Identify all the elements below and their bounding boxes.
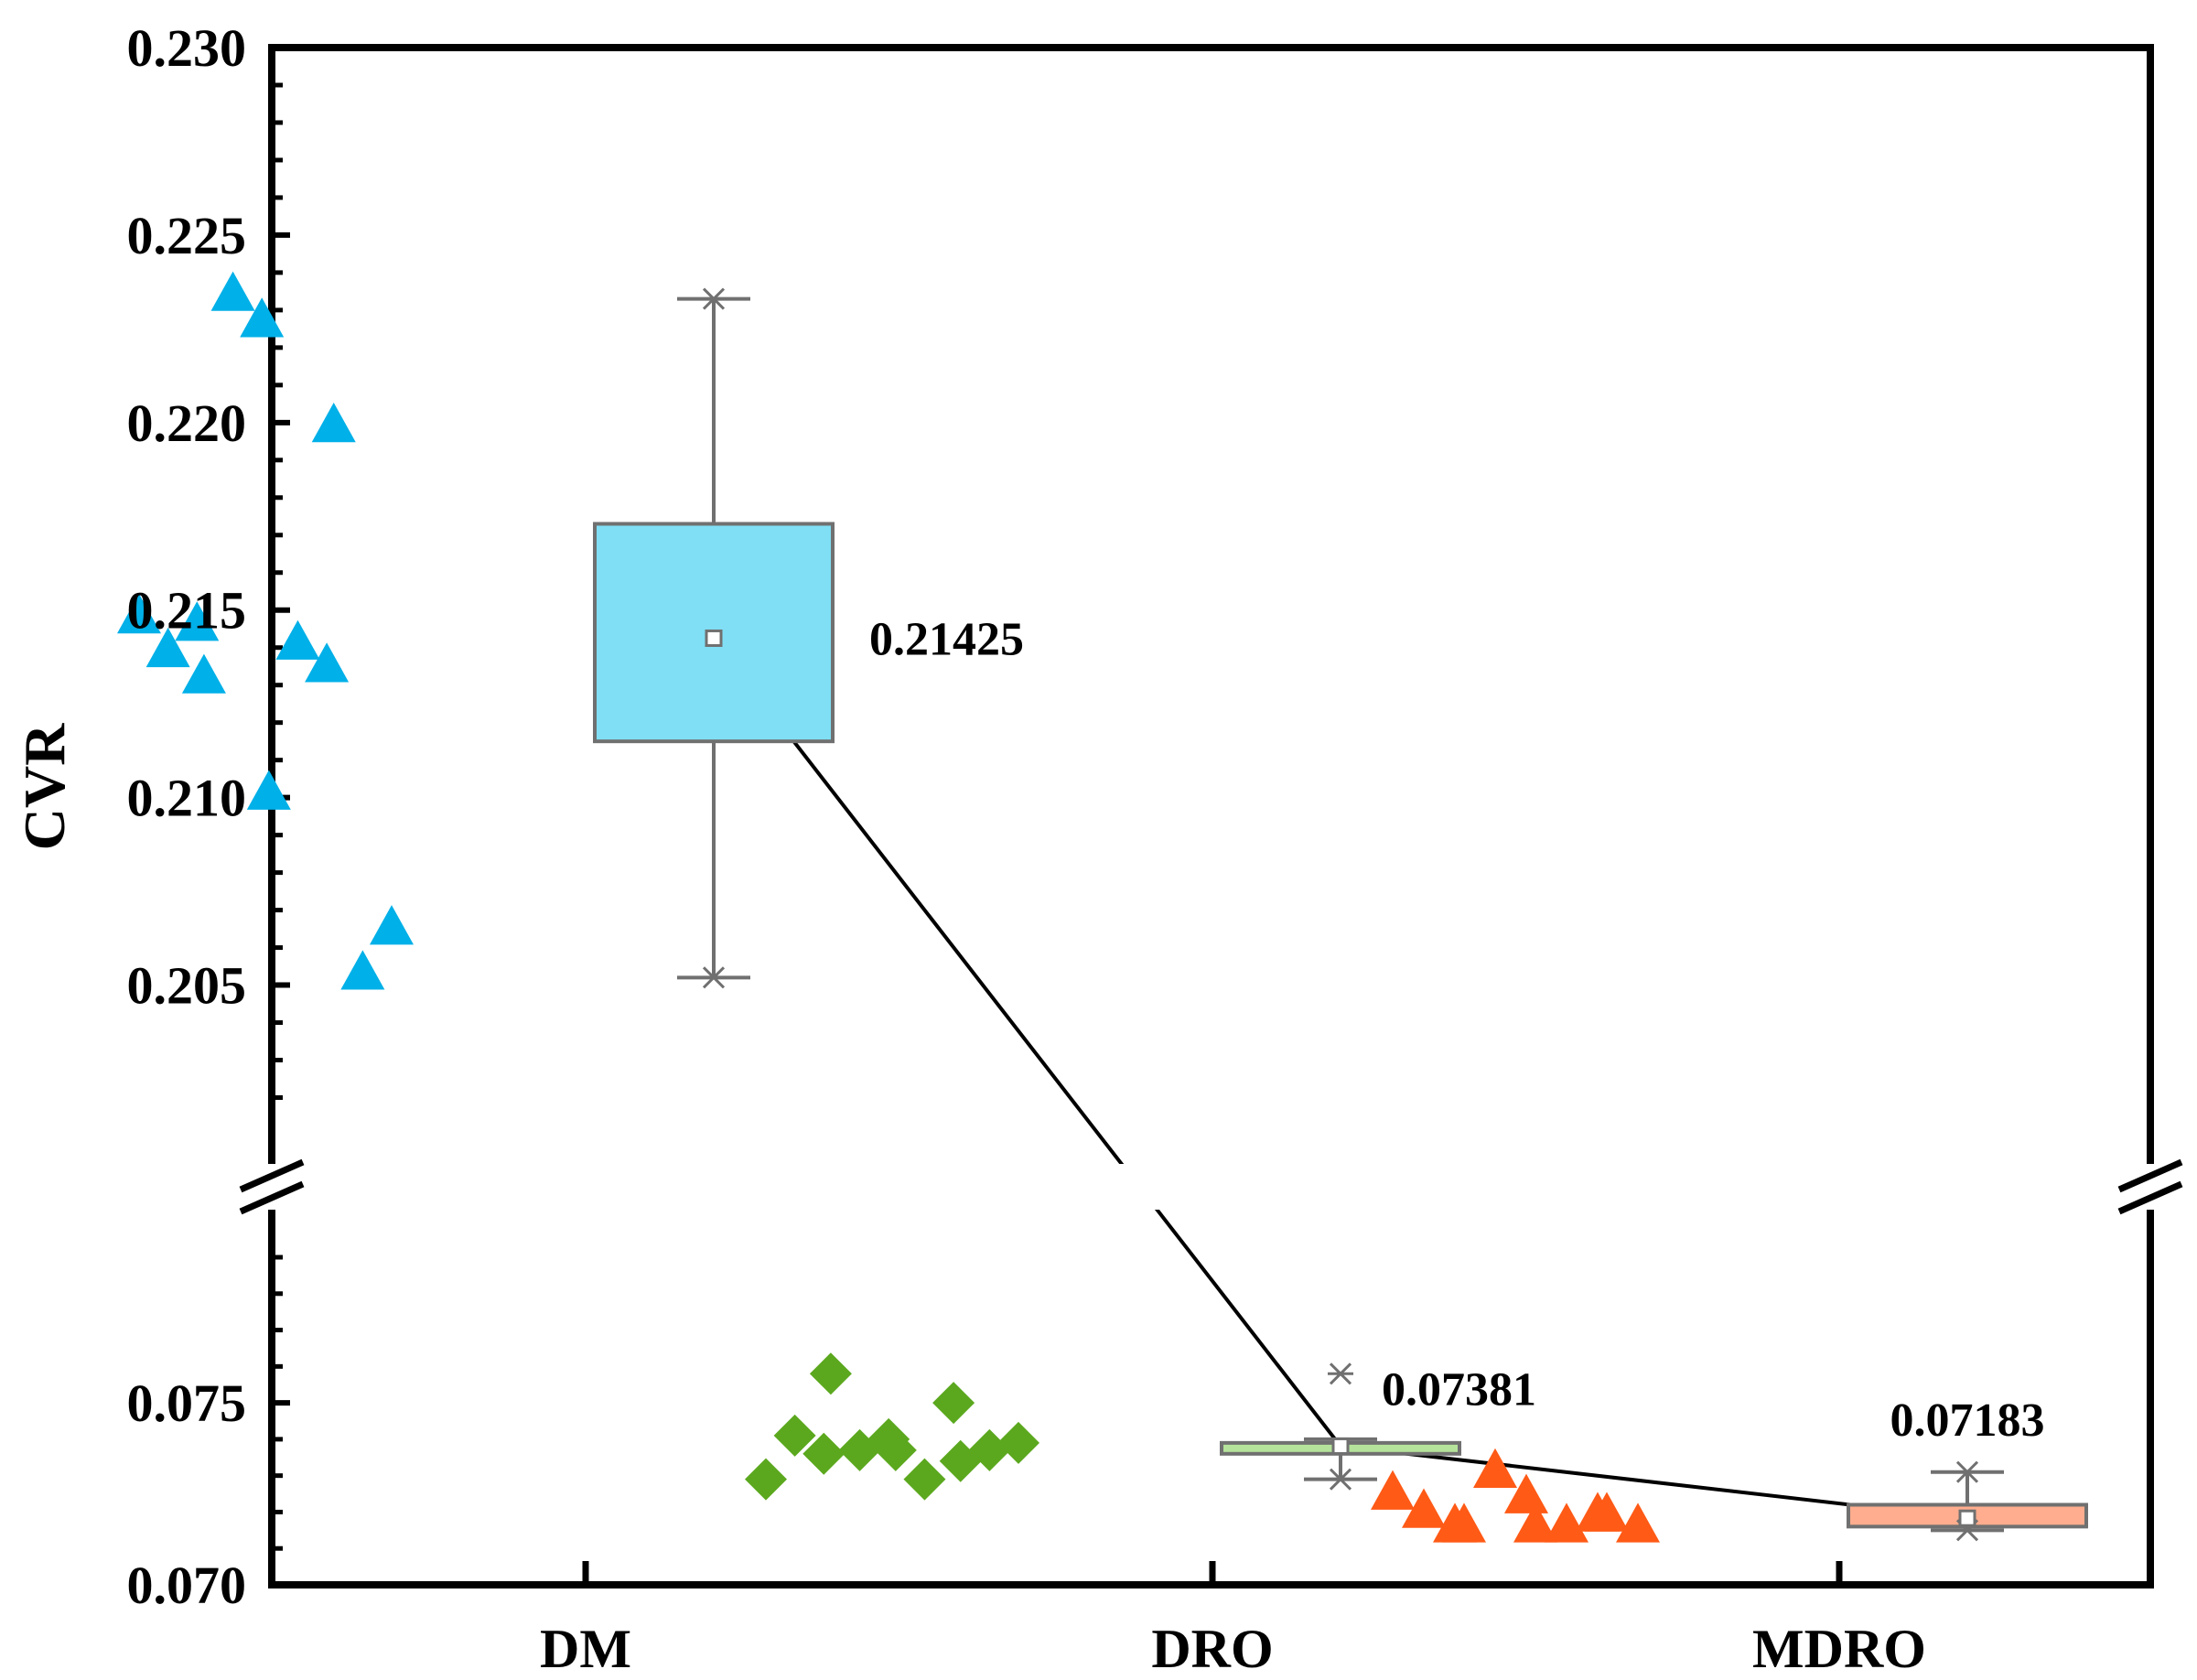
y-axis-title: CVR	[12, 723, 77, 850]
dro-data-point	[997, 1421, 1039, 1464]
dm-data-point	[370, 905, 414, 945]
right-axis-break-mark	[2117, 1158, 2183, 1193]
dro-min-marker	[1328, 1468, 1353, 1491]
dm-data-point	[305, 642, 350, 683]
mdro-data-point	[1513, 1502, 1557, 1543]
mdro-mean-marker	[1958, 1509, 1976, 1527]
axes	[239, 44, 2183, 1588]
x-tick-label: MDRO	[1752, 1619, 1926, 1679]
x-tick-label: DRO	[1151, 1619, 1273, 1679]
dm-max-marker	[701, 287, 727, 310]
dm-mean-marker	[705, 629, 723, 647]
dm-min-marker	[701, 966, 727, 989]
left-axis-break-mark	[239, 1158, 305, 1193]
mdro-data-point	[1371, 1470, 1415, 1510]
dro-data-point	[773, 1414, 816, 1457]
mdro-data-point	[1442, 1502, 1486, 1543]
dro-outlier-marker	[1328, 1362, 1353, 1385]
y-tick-label: 0.070	[127, 1556, 247, 1615]
y-tick-label: 0.075	[127, 1373, 247, 1433]
mean-trend-line	[712, 637, 1968, 1521]
y-tick-label: 0.210	[127, 769, 247, 828]
left-axis-break-mark	[239, 1180, 305, 1215]
y-tick-label: 0.230	[127, 18, 247, 78]
dro-data-point	[932, 1382, 975, 1425]
y-tick-label: 0.205	[127, 956, 247, 1016]
y-tick-label: 0.225	[127, 206, 247, 265]
dm-box	[593, 522, 835, 744]
dro-data-point	[903, 1458, 946, 1501]
dro-data-point	[874, 1428, 917, 1471]
dro-data-point	[809, 1352, 852, 1395]
y-tick-label: 0.220	[127, 393, 247, 453]
dm-data-point	[240, 297, 285, 338]
dm-data-point	[340, 950, 385, 990]
mdro-mean-label: 0.07183	[1890, 1395, 2045, 1447]
dro-data-point	[802, 1432, 845, 1475]
dm-data-point	[311, 403, 356, 443]
mdro-data-point	[1585, 1492, 1629, 1532]
dro-data-point	[968, 1428, 1011, 1471]
mdro-max-marker	[1955, 1460, 1980, 1483]
mdro-data-point	[1473, 1448, 1517, 1488]
dm-data-point	[275, 619, 320, 660]
dm-data-point	[181, 653, 226, 694]
dm-data-point	[145, 627, 190, 668]
dm-data-point	[246, 770, 291, 810]
dm-data-point	[117, 594, 161, 634]
dro-mean-label: 0.07381	[1382, 1363, 1536, 1416]
y-tick-label: 0.215	[127, 581, 247, 641]
mdro-data-point	[1616, 1502, 1660, 1543]
mdro-data-point	[1545, 1502, 1589, 1543]
mdro-data-point	[1504, 1473, 1548, 1513]
right-axis-break-mark	[2117, 1180, 2183, 1215]
dro-mean-marker	[1331, 1437, 1350, 1455]
mdro-data-point	[1402, 1488, 1446, 1528]
labels: 0.070 0.075 0.205 0.210 0.215 0.220 0.225 0.230…	[12, 18, 2045, 1679]
dm-data-point	[210, 271, 255, 311]
x-tick-label: DM	[540, 1619, 631, 1679]
dm-data-point	[175, 601, 220, 641]
dm-mean-label: 0.21425	[869, 613, 1024, 665]
dro-data-point	[745, 1458, 787, 1501]
axis-break-gap	[1112, 1164, 1194, 1210]
plot-area	[117, 271, 2088, 1543]
